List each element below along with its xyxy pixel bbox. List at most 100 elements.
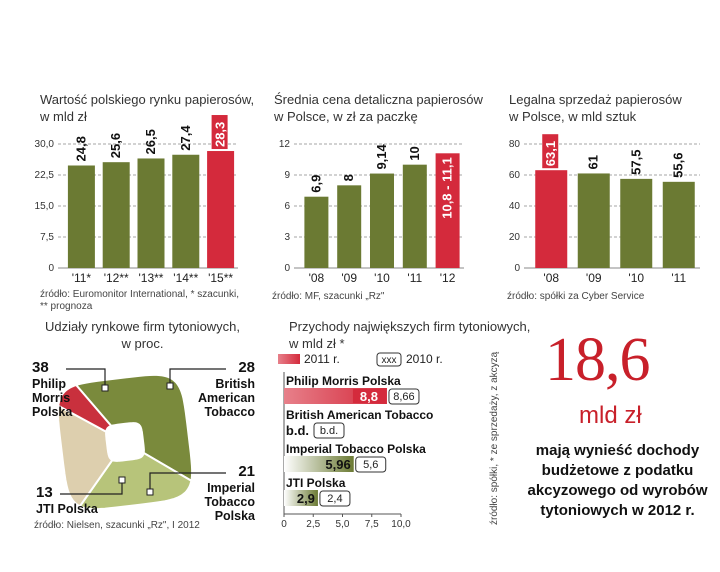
market-shares-chart: 38PhilipMorrisPolska28BritishAmericanTob… bbox=[32, 359, 256, 523]
bar-2 bbox=[137, 158, 165, 268]
bar-1 bbox=[337, 185, 362, 268]
x-tick-label: '13** bbox=[139, 271, 164, 285]
x-tick-label: '10 bbox=[374, 271, 390, 285]
excise-amount: 18,6 bbox=[545, 326, 650, 394]
slice-name: JTI Polska bbox=[36, 502, 99, 516]
slice-name: Imperial bbox=[207, 481, 255, 495]
box-2010 bbox=[313, 422, 345, 439]
avg-price-chart: 0 3 6 9 12 '08 6,9 '09 8 '10 9,14 '11 10 '12 10,8 - 11… bbox=[279, 139, 464, 285]
data-label: 25,6 bbox=[108, 133, 123, 158]
data-label: 27,4 bbox=[178, 125, 193, 151]
x-tick-label: '11 bbox=[407, 271, 422, 285]
leader-line bbox=[169, 368, 226, 386]
x-tick-label: '09 bbox=[341, 271, 357, 285]
slice-value: 28 bbox=[238, 359, 255, 376]
y-tick-label: 0 bbox=[48, 263, 54, 274]
leader-dot bbox=[118, 476, 126, 484]
value-2011: 8,8 bbox=[360, 389, 378, 404]
y-tick-label: 7,5 bbox=[40, 232, 54, 243]
source-legal-sales: źródło: spółki za Cyber Service bbox=[507, 291, 645, 302]
y-tick-label: 30,0 bbox=[35, 139, 55, 150]
y-tick-label: 9 bbox=[284, 170, 290, 181]
chart-title-revenues: Przychody największych firm tytoniowych,… bbox=[289, 319, 531, 351]
market-value-chart: 0 7,5 15,0 22,5 30,0 '11* 24,8 '12** 25,6 '13** 26… bbox=[35, 115, 238, 285]
label-bg bbox=[352, 389, 385, 403]
source-market-shares: źródło: Nielsen, szacunki „Rz", I 2012 bbox=[34, 520, 200, 531]
revenues-chart: 2011 r. xxx 2010 r. 0 2,5 5,0 7,5 10,0 Philip Mo… bbox=[278, 352, 443, 530]
y-tick-label: 20 bbox=[509, 232, 521, 243]
y-tick-label: 0 bbox=[284, 263, 290, 274]
x-tick-label: '08 bbox=[543, 271, 559, 285]
value-2011: b.d. bbox=[286, 423, 309, 438]
company-name: Imperial Tobacco Polska bbox=[286, 442, 426, 456]
label-bg bbox=[542, 134, 559, 169]
legend-marker-2010: xxx bbox=[382, 355, 397, 366]
data-label: 10,8 - 11,1 bbox=[440, 157, 455, 218]
slice-name: American bbox=[198, 391, 255, 405]
legend-label-2010: 2010 r. bbox=[406, 352, 443, 366]
bar-1 bbox=[577, 173, 610, 268]
box-2010 bbox=[355, 456, 387, 473]
bar-2 bbox=[620, 178, 653, 268]
bar-2 bbox=[370, 173, 394, 268]
source-market-value: źródło: Euromonitor International, * sza… bbox=[40, 289, 239, 312]
excise-description: mają wynieść dochody budżetowe z podatku… bbox=[527, 442, 708, 519]
data-label: 61 bbox=[586, 155, 601, 169]
bar-2011 bbox=[284, 456, 354, 472]
bar-4 bbox=[207, 151, 235, 268]
chart-title-avg-price: Średnia cena detaliczna papierosów w Pol… bbox=[274, 92, 483, 124]
leader-line bbox=[149, 472, 226, 492]
leader-dot bbox=[101, 384, 109, 392]
x-tick-label: '15** bbox=[208, 271, 233, 285]
data-label: 10 bbox=[407, 146, 422, 160]
legal-sales-chart: 0 20 40 60 80 '08 63,1 '09 61 '10 57,5 '11 55,6 bbox=[509, 134, 700, 285]
y-tick-label: 6 bbox=[284, 201, 290, 212]
x-tick-label: '12** bbox=[104, 271, 129, 285]
source-revenues: źródło: spółki, * ze sprzedaży, z akcyzą bbox=[489, 351, 500, 525]
bar-0 bbox=[67, 165, 95, 268]
y-tick-label: 22,5 bbox=[35, 170, 55, 181]
data-label: 6,9 bbox=[308, 175, 323, 193]
x-tick-label: 10,0 bbox=[391, 519, 411, 530]
y-tick-label: 15,0 bbox=[35, 201, 55, 212]
x-tick-label: '11 bbox=[671, 271, 686, 285]
leader-dot bbox=[146, 488, 154, 496]
legend-swatch-2011 bbox=[278, 354, 300, 364]
slice-name: Morris bbox=[32, 391, 70, 405]
slice-name: Polska bbox=[32, 405, 73, 419]
slice-value: 13 bbox=[36, 484, 53, 501]
value-2010: 5,6 bbox=[363, 459, 378, 471]
data-label: 57,5 bbox=[628, 150, 643, 175]
chart-title-market-shares: Udziały rynkowe firm tytoniowych, w proc… bbox=[44, 319, 241, 351]
slice-name: Philip bbox=[32, 377, 66, 391]
y-tick-label: 40 bbox=[509, 201, 521, 212]
bar-0 bbox=[304, 196, 329, 268]
company-name: Philip Morris Polska bbox=[286, 374, 401, 388]
bar-0 bbox=[535, 170, 568, 268]
data-label: 28,3 bbox=[213, 122, 228, 147]
excise-unit: mld zł bbox=[579, 402, 642, 429]
y-tick-label: 3 bbox=[284, 232, 290, 243]
bar-4 bbox=[435, 153, 460, 268]
x-tick-label: '08 bbox=[309, 271, 325, 285]
data-label: 24,8 bbox=[73, 136, 88, 161]
company-name: JTI Polska bbox=[286, 476, 346, 490]
leader-line bbox=[66, 368, 106, 388]
x-tick-label: 0 bbox=[281, 519, 287, 530]
bar-2011 bbox=[284, 490, 318, 506]
bar-3 bbox=[172, 154, 200, 268]
bar-3 bbox=[402, 164, 427, 268]
slice-name: Polska bbox=[215, 509, 256, 523]
slice-name: Tobacco bbox=[205, 495, 256, 509]
y-tick-label: 12 bbox=[279, 139, 291, 150]
value-2010: 8,66 bbox=[393, 391, 414, 403]
source-avg-price: źródło: MF, szacunki „Rz" bbox=[272, 291, 385, 302]
slice-3 bbox=[57, 383, 114, 434]
slice-value: 38 bbox=[32, 359, 49, 376]
chart-title-market-value: Wartość polskiego rynku papierosów, w ml… bbox=[40, 92, 255, 124]
slice-name: British bbox=[215, 377, 255, 391]
y-tick-label: 60 bbox=[509, 170, 521, 181]
legend-label-2011: 2011 r. bbox=[304, 352, 340, 366]
value-2011: 5,96 bbox=[325, 457, 350, 472]
x-tick-label: 5,0 bbox=[336, 519, 350, 530]
